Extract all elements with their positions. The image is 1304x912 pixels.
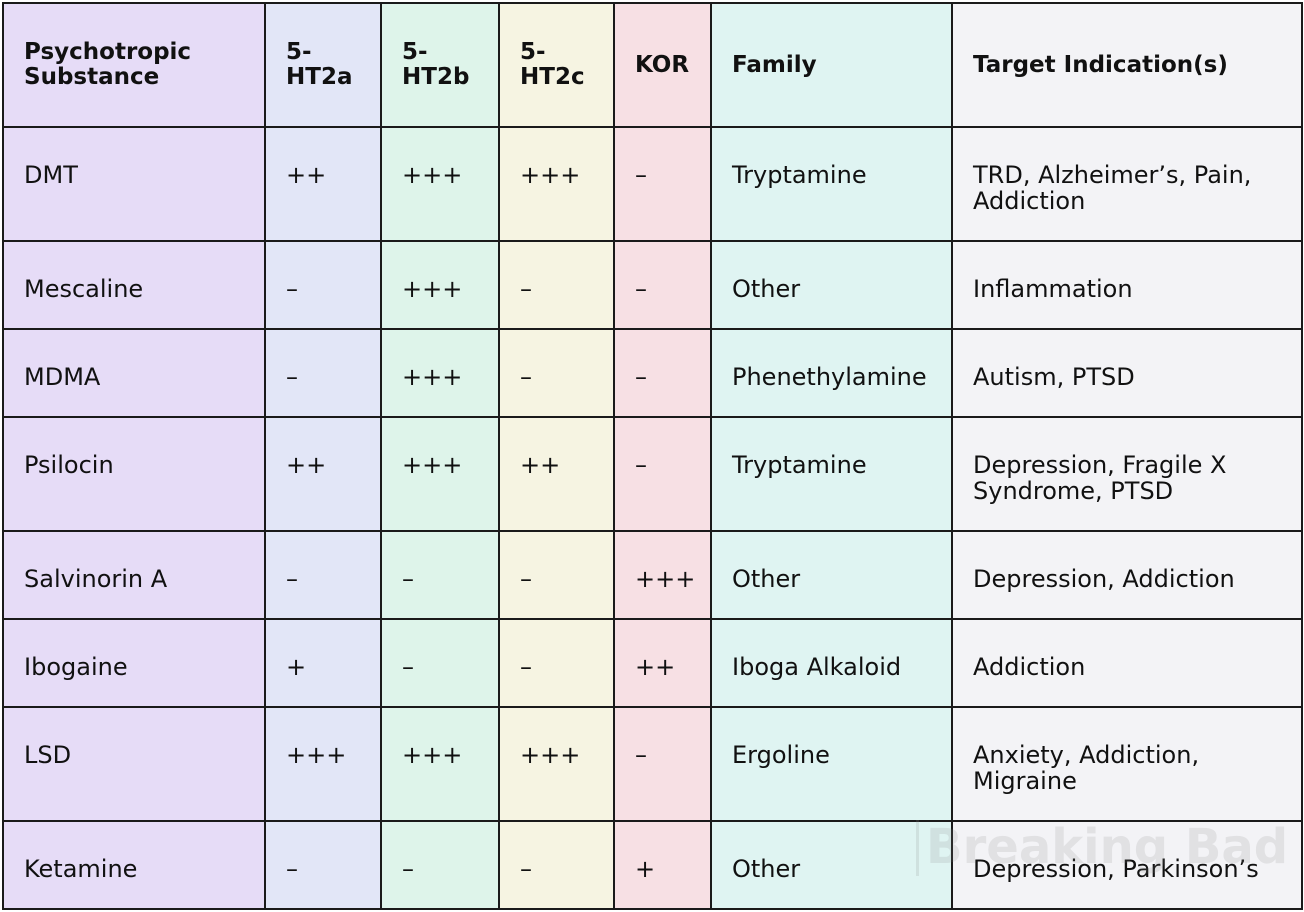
cell-5ht2c: +++ xyxy=(498,706,615,822)
cell-5ht2a: ++ xyxy=(264,416,382,532)
cell-kor: +++ xyxy=(613,530,712,620)
table-row: Salvinorin A – – – +++ Other Depression,… xyxy=(2,530,1303,620)
table-row: Ibogaine + – – ++ Iboga Alkaloid Addicti… xyxy=(2,618,1303,708)
cell-family: Tryptamine xyxy=(710,126,953,242)
cell-5ht2a: +++ xyxy=(264,706,382,822)
cell-5ht2b: – xyxy=(380,820,500,910)
cell-indication: Depression, Addiction xyxy=(951,530,1303,620)
cell-5ht2c: +++ xyxy=(498,126,615,242)
cell-kor: – xyxy=(613,328,712,418)
cell-kor: – xyxy=(613,416,712,532)
cell-indication: Depression, Fragile X Syndrome, PTSD xyxy=(951,416,1303,532)
cell-substance: DMT xyxy=(2,126,266,242)
cell-family: Ergoline xyxy=(710,706,953,822)
cell-5ht2a: – xyxy=(264,530,382,620)
cell-5ht2c: – xyxy=(498,328,615,418)
cell-family: Other xyxy=(710,530,953,620)
cell-5ht2a: – xyxy=(264,820,382,910)
cell-kor: ++ xyxy=(613,618,712,708)
header-kor: KOR xyxy=(613,2,712,128)
cell-5ht2a: ++ xyxy=(264,126,382,242)
header-5ht2b: 5-HT2b xyxy=(380,2,500,128)
cell-indication: Addiction xyxy=(951,618,1303,708)
cell-substance: Salvinorin A xyxy=(2,530,266,620)
cell-substance: Mescaline xyxy=(2,240,266,330)
cell-5ht2c: – xyxy=(498,530,615,620)
header-5ht2c: 5-HT2c xyxy=(498,2,615,128)
cell-5ht2a: – xyxy=(264,240,382,330)
cell-5ht2c: ++ xyxy=(498,416,615,532)
cell-5ht2a: – xyxy=(264,328,382,418)
cell-indication: TRD, Alzheimer’s, Pain, Addiction xyxy=(951,126,1303,242)
cell-kor: + xyxy=(613,820,712,910)
table-row: Mescaline – +++ – – Other Inflammation xyxy=(2,240,1303,330)
header-indication: Target Indication(s) xyxy=(951,2,1303,128)
table-header-row: Psychotropic Substance 5-HT2a 5-HT2b 5-H… xyxy=(2,2,1303,128)
cell-5ht2b: – xyxy=(380,618,500,708)
cell-family: Other xyxy=(710,240,953,330)
cell-substance: LSD xyxy=(2,706,266,822)
cell-5ht2b: – xyxy=(380,530,500,620)
cell-indication: Anxiety, Addiction, Migraine xyxy=(951,706,1303,822)
table-row: LSD +++ +++ +++ – Ergoline Anxiety, Addi… xyxy=(2,706,1303,822)
header-family: Family xyxy=(710,2,953,128)
cell-kor: – xyxy=(613,240,712,330)
cell-substance: Ketamine xyxy=(2,820,266,910)
cell-family: Other xyxy=(710,820,953,910)
cell-5ht2b: +++ xyxy=(380,706,500,822)
cell-5ht2b: +++ xyxy=(380,328,500,418)
table-row: DMT ++ +++ +++ – Tryptamine TRD, Alzheim… xyxy=(2,126,1303,242)
cell-5ht2c: – xyxy=(498,240,615,330)
cell-substance: Ibogaine xyxy=(2,618,266,708)
cell-5ht2b: +++ xyxy=(380,416,500,532)
header-substance: Psychotropic Substance xyxy=(2,2,266,128)
cell-5ht2a: + xyxy=(264,618,382,708)
cell-5ht2c: – xyxy=(498,820,615,910)
cell-family: Iboga Alkaloid xyxy=(710,618,953,708)
cell-kor: – xyxy=(613,706,712,822)
table-row: Psilocin ++ +++ ++ – Tryptamine Depressi… xyxy=(2,416,1303,532)
cell-indication: Autism, PTSD xyxy=(951,328,1303,418)
cell-indication: Inflammation xyxy=(951,240,1303,330)
header-5ht2a: 5-HT2a xyxy=(264,2,382,128)
cell-5ht2c: – xyxy=(498,618,615,708)
table-row: MDMA – +++ – – Phenethylamine Autism, PT… xyxy=(2,328,1303,418)
table-row: Ketamine – – – + Other Depression, Parki… xyxy=(2,820,1303,910)
cell-substance: Psilocin xyxy=(2,416,266,532)
cell-family: Tryptamine xyxy=(710,416,953,532)
cell-5ht2b: +++ xyxy=(380,126,500,242)
cell-indication: Depression, Parkinson’s xyxy=(951,820,1303,910)
cell-substance: MDMA xyxy=(2,328,266,418)
cell-5ht2b: +++ xyxy=(380,240,500,330)
cell-family: Phenethylamine xyxy=(710,328,953,418)
cell-kor: – xyxy=(613,126,712,242)
